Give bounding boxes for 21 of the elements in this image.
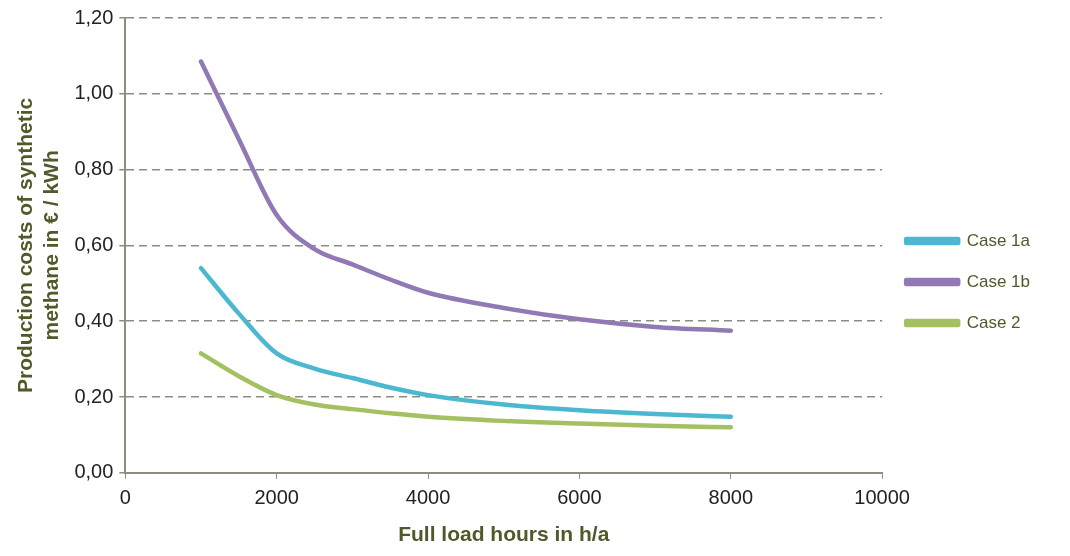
y-tick-label: 0,20 bbox=[74, 384, 114, 407]
legend-label: Case 1b bbox=[966, 271, 1031, 291]
y-tick-label: 0,40 bbox=[74, 308, 114, 331]
x-tick-label: 8000 bbox=[708, 486, 754, 509]
y-tick-label: 1,20 bbox=[74, 5, 114, 28]
x-tick-label: 6000 bbox=[557, 486, 602, 509]
line-series bbox=[198, 351, 734, 430]
x-axis-title: Full load hours in h/a bbox=[398, 522, 610, 546]
x-tick-label: 0 bbox=[119, 486, 131, 509]
y-tick-label: 0,80 bbox=[74, 157, 114, 180]
y-tick-label: 0,00 bbox=[74, 460, 114, 483]
x-tick-label: 4000 bbox=[405, 486, 451, 509]
line-series bbox=[198, 59, 734, 333]
legend-label: Case 2 bbox=[966, 312, 1021, 332]
y-tick-label: 0,60 bbox=[74, 232, 114, 255]
legend-label: Case 1a bbox=[966, 230, 1031, 250]
x-tick-label: 2000 bbox=[254, 486, 299, 509]
x-tick-label: 10000 bbox=[854, 486, 910, 509]
y-tick-label: 1,00 bbox=[74, 81, 114, 104]
y-axis-title: Production costs of synthetic methane in € / kWh bbox=[13, 97, 62, 393]
line-series bbox=[198, 265, 734, 419]
